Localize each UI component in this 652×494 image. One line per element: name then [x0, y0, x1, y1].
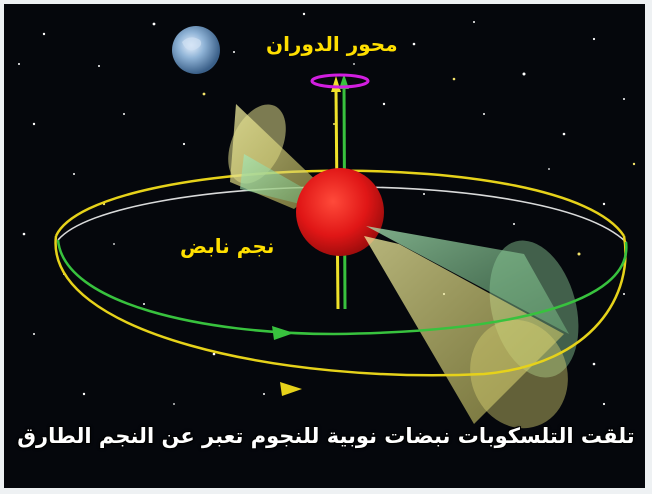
rotation-axis-label: محور الدوران — [266, 32, 398, 56]
pulsar-scene — [18, 12, 636, 429]
star-field-yellow — [102, 77, 636, 256]
caption: تلقت التلسكوبات نبضات نوبية للنجوم تعبر … — [17, 424, 635, 448]
pulsar-illustration: محور الدوران نجم نابض تلقت التلسكوبات نب… — [4, 4, 645, 488]
orbit-front — [54, 235, 628, 396]
rotation-ring — [310, 73, 370, 89]
lower-beam — [364, 226, 579, 429]
pulsar-star — [296, 168, 384, 256]
orbit-arrow — [280, 382, 302, 396]
orbit-arrow — [272, 326, 294, 340]
planet-icon — [172, 26, 220, 74]
upper-beam — [228, 104, 322, 209]
star-field — [18, 12, 625, 406]
pulsar-label: نجم نابض — [180, 234, 275, 258]
